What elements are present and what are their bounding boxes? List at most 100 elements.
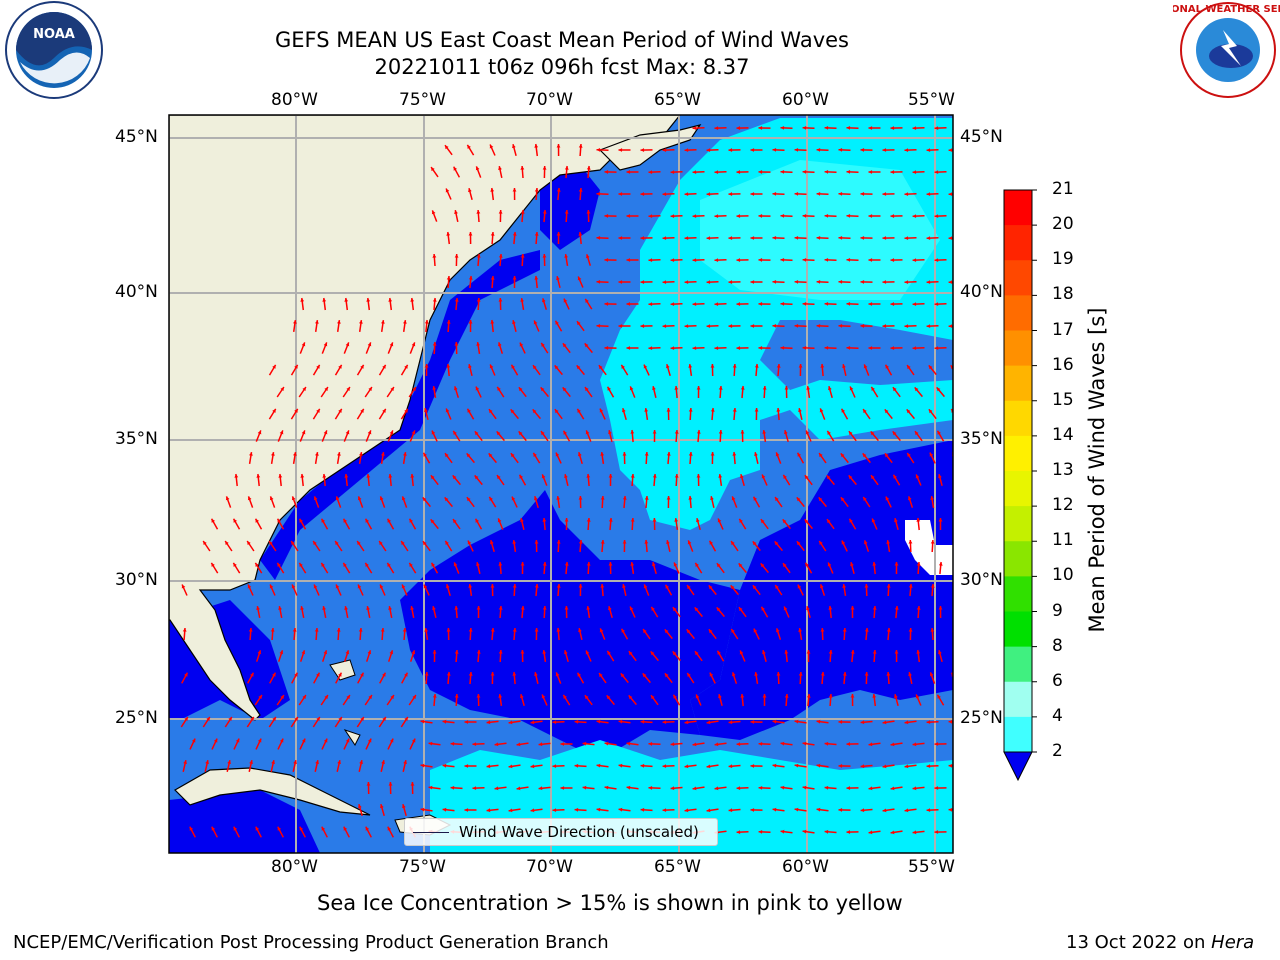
wave-arrow-head <box>728 720 733 725</box>
wave-arrow-head <box>775 585 779 589</box>
wave-arrow-head <box>714 346 719 350</box>
wave-arrow-head <box>948 763 953 768</box>
wave-arrow-head <box>578 188 583 192</box>
colorbar-segment <box>1004 260 1032 296</box>
wave-arrow-head <box>497 475 501 480</box>
wave-arrow-head <box>291 541 295 545</box>
wave-arrow-head <box>316 717 320 721</box>
wave-arrow-head <box>860 808 865 813</box>
wave-arrow-head <box>912 346 917 350</box>
wave-arrow-head <box>841 540 846 545</box>
wave-arrow-head <box>882 148 887 152</box>
wave-arrow-head <box>666 452 671 456</box>
wave-arrow-head <box>453 519 457 524</box>
wave-arrow-head <box>820 628 825 632</box>
wave-arrow-head <box>618 763 623 768</box>
colorbar-tick-label: 14 <box>1052 424 1074 445</box>
wave-arrow-head <box>672 651 677 656</box>
wave-arrow-head <box>864 672 869 676</box>
wave-arrow-head <box>761 606 765 611</box>
wave-arrow-head <box>904 764 909 769</box>
wave-arrow-head <box>752 541 757 546</box>
wave-arrow-head <box>508 764 513 769</box>
wave-arrow-head <box>864 628 869 632</box>
wave-arrow-head <box>692 170 697 174</box>
wave-arrow-head <box>666 496 671 500</box>
wave-arrow-head <box>445 408 450 413</box>
wave-arrow-head <box>556 232 561 236</box>
wave-arrow-head <box>431 430 436 435</box>
wave-arrow-head <box>828 694 833 698</box>
wave-arrow-head <box>512 584 517 588</box>
lon-label-bottom-70w: 70°W <box>526 857 573 877</box>
wave-arrow <box>957 743 969 744</box>
wave-arrow-head <box>556 540 561 544</box>
wave-arrow-head <box>850 606 855 610</box>
wave-arrow-head <box>648 786 653 790</box>
wave-arrow-head <box>468 188 472 193</box>
wave-arrow-head <box>323 650 328 655</box>
wave-arrow-head <box>664 629 669 634</box>
wave-arrow-head <box>585 387 589 392</box>
wave-arrow-head <box>468 628 473 632</box>
colorbar-tick-label: 20 <box>1052 214 1074 235</box>
wave-arrow-head <box>776 672 781 676</box>
wave-arrow-head <box>388 606 392 610</box>
wave-arrow-head <box>563 430 567 435</box>
wave-arrow-head <box>494 742 499 747</box>
wave-arrow-head <box>541 474 546 479</box>
wave-arrow-head <box>846 126 851 130</box>
wave-arrow-head <box>890 302 895 306</box>
wave-arrow-head <box>431 562 435 567</box>
wave-arrow-head <box>496 431 501 436</box>
wave-arrow-head <box>423 584 428 589</box>
wave-arrow-head <box>564 166 569 170</box>
wave-arrow-head <box>890 346 895 350</box>
wave-arrow-head <box>247 584 252 589</box>
wave-arrow-head <box>534 276 539 280</box>
wave-arrow-head <box>291 584 296 589</box>
wave-arrow-head <box>652 562 656 567</box>
wave-arrow-head <box>181 584 186 589</box>
wave-arrow-head <box>520 210 525 214</box>
wave-arrow-head <box>512 672 517 676</box>
wave-arrow-head <box>731 629 735 633</box>
wave-arrow-head <box>490 276 495 280</box>
lon-label-bottom-75w: 75°W <box>399 857 446 877</box>
wave-arrow-head <box>467 144 471 149</box>
wave-arrow-head <box>961 518 965 522</box>
wave-arrow-head <box>824 170 829 174</box>
wave-arrow-head <box>380 804 384 809</box>
wave-arrow-head <box>410 474 415 478</box>
wave-arrow-head <box>684 764 689 769</box>
wave-arrow-head <box>662 280 667 284</box>
wave-arrow <box>957 304 969 305</box>
wave-arrow-head <box>596 763 601 768</box>
wave-arrow-head <box>258 695 262 699</box>
wave-arrow-head <box>618 324 623 328</box>
lat-label-left-45n: 45°N <box>115 127 158 147</box>
wave-arrow-head <box>360 717 364 721</box>
wave-arrow-head <box>182 628 187 632</box>
wave-arrow-head <box>684 280 689 284</box>
nws-logo: NATIONAL WEATHER SERVICE <box>1173 2 1280 98</box>
wave-arrow-head <box>213 738 218 743</box>
wave-arrow-head <box>618 280 623 284</box>
wave-arrow-head <box>630 562 635 566</box>
wave-arrow-head <box>534 672 538 676</box>
wave-arrow-head <box>860 324 865 328</box>
wave-arrow-head <box>389 342 394 347</box>
wave-arrow-head <box>424 628 429 632</box>
wave-arrow-head <box>802 741 807 746</box>
wave-arrow-head <box>321 518 325 523</box>
wave-arrow-head <box>644 540 649 544</box>
wave-arrow-head <box>868 346 873 350</box>
wave-arrow-head <box>907 365 911 370</box>
wave-arrow-head <box>596 719 601 724</box>
wave-arrow-head <box>360 364 364 369</box>
wind-wave-arrows <box>180 126 969 838</box>
noaa-logo: NOAA <box>5 1 103 99</box>
wave-arrow-head <box>750 192 755 196</box>
wave-arrow-head <box>255 826 260 831</box>
wave-arrow-head <box>300 606 304 610</box>
